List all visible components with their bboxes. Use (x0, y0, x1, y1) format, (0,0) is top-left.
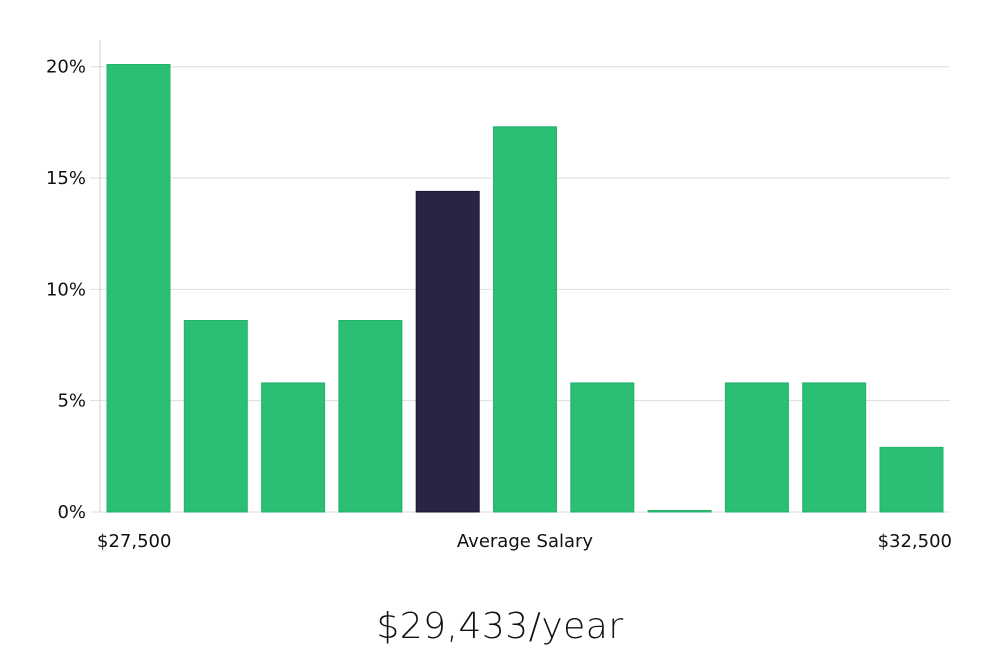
bar (879, 446, 944, 513)
chart-svg: 0% 5% 10% 15% 20% $27,500 Average Salary $32… (46, 40, 952, 552)
y-tick-label: 20% (46, 57, 86, 78)
y-tick-label: 5% (57, 391, 86, 412)
bar (647, 510, 712, 513)
bar (106, 64, 171, 513)
bar (183, 320, 248, 513)
y-tick-label: 0% (57, 502, 86, 523)
salary-histogram: 0% 5% 10% 15% 20% $27,500 Average Salary $32… (46, 40, 952, 552)
y-axis: 0% 5% 10% 15% 20% (46, 40, 101, 523)
x-max-label: $32,500 (878, 531, 952, 552)
bar (493, 126, 557, 513)
bar (261, 382, 326, 513)
y-tick-label: 10% (46, 279, 86, 300)
average-salary-value: $29,433/year (376, 606, 624, 647)
x-axis-title: Average Salary (457, 531, 594, 552)
highlighted-bar (415, 190, 480, 513)
bars (106, 64, 944, 513)
bar (802, 382, 867, 513)
x-min-label: $27,500 (97, 531, 171, 552)
y-tick-label: 15% (46, 168, 86, 189)
bar (338, 320, 403, 513)
bar (570, 382, 635, 513)
bar (724, 382, 789, 513)
